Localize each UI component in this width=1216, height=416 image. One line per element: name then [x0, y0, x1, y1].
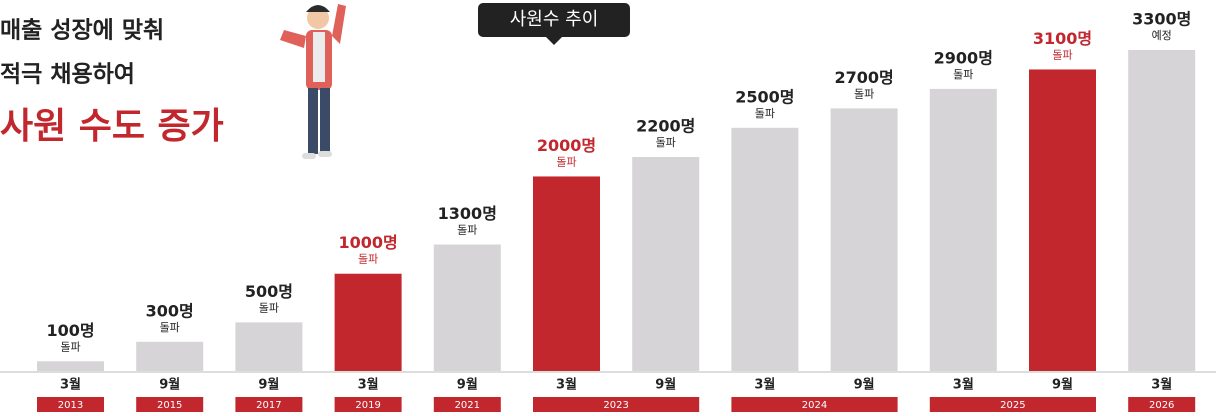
- x-tick-label: 3월: [556, 377, 577, 393]
- value-label: 3300명: [1132, 10, 1191, 29]
- bar: [731, 128, 798, 371]
- year-label: 2025: [1000, 400, 1025, 411]
- x-tick-label: 3월: [358, 377, 379, 393]
- value-label: 2700명: [834, 68, 893, 87]
- headline-emphasis: 사원 수도 증가: [0, 106, 224, 147]
- value-label: 100명: [46, 321, 94, 340]
- year-label: 2019: [355, 400, 380, 411]
- value-note: 돌파: [1052, 48, 1072, 61]
- value-note: 돌파: [755, 107, 775, 120]
- x-tick-label: 3월: [60, 377, 81, 393]
- x-tick-label: 9월: [854, 377, 875, 393]
- x-tick-label: 9월: [1052, 377, 1073, 393]
- chart-title: 사원수 추이: [510, 9, 599, 30]
- value-label: 3100명: [1033, 29, 1092, 48]
- x-tick-label: 9월: [457, 377, 478, 393]
- value-label: 2900명: [934, 48, 993, 67]
- bar: [136, 342, 203, 371]
- value-label: 2200명: [636, 117, 695, 136]
- bar: [1128, 50, 1195, 371]
- bar: [632, 157, 699, 371]
- value-note: 예정: [1152, 29, 1172, 42]
- x-tick-label: 3월: [1151, 377, 1172, 393]
- value-label: 1300명: [438, 204, 497, 223]
- bar: [533, 176, 600, 371]
- headline-line: 적극 채용하여: [0, 62, 135, 88]
- bar: [37, 361, 104, 371]
- x-tick-label: 9월: [655, 377, 676, 393]
- value-note: 돌파: [358, 253, 378, 266]
- value-label: 2500명: [735, 87, 794, 106]
- value-note: 돌파: [160, 321, 180, 334]
- year-label: 2017: [256, 400, 281, 411]
- year-label: 2015: [157, 400, 182, 411]
- value-note: 돌파: [656, 136, 676, 149]
- bar: [235, 322, 302, 371]
- value-label: 1000명: [338, 233, 397, 252]
- year-label: 2026: [1149, 400, 1174, 411]
- x-tick-label: 9월: [258, 377, 279, 393]
- year-label: 2023: [603, 400, 628, 411]
- year-label: 2021: [455, 400, 480, 411]
- value-note: 돌파: [259, 301, 279, 314]
- title-bubble: 사원수 추이: [478, 3, 630, 45]
- bar: [831, 108, 898, 371]
- bar: [1029, 69, 1096, 371]
- value-note: 돌파: [854, 87, 874, 100]
- chart: 매출 성장에 맞춰 적극 채용하여 사원 수도 증가 사원수 추이 100명돌파…: [0, 0, 1216, 416]
- year-label: 2013: [58, 400, 83, 411]
- value-label: 2000명: [537, 136, 596, 155]
- value-note: 돌파: [953, 68, 973, 81]
- bar: [434, 245, 501, 371]
- headline-line: 매출 성장에 맞춰: [0, 18, 164, 44]
- value-note: 돌파: [60, 340, 80, 353]
- x-tick-label: 9월: [159, 377, 180, 393]
- person-illustration: [280, 4, 346, 159]
- bar: [335, 274, 402, 371]
- value-label: 300명: [146, 301, 194, 320]
- value-label: 500명: [245, 282, 293, 301]
- bar: [930, 89, 997, 371]
- value-note: 돌파: [556, 155, 576, 168]
- x-tick-label: 3월: [953, 377, 974, 393]
- value-note: 돌파: [457, 224, 477, 237]
- year-label: 2024: [802, 400, 827, 411]
- x-tick-label: 3월: [754, 377, 775, 393]
